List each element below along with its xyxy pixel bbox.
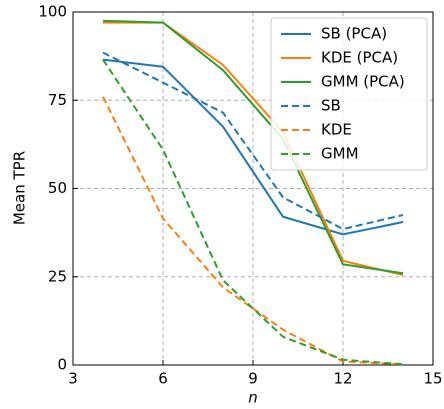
series-line (102, 59, 404, 366)
series-line (102, 58, 404, 236)
plot-frame (72, 11, 434, 366)
x-tick-label: 6 (158, 370, 168, 388)
y-tick-label: 50 (48, 179, 67, 197)
legend-label: SB (PCA) (321, 25, 387, 43)
y-tick-label: 25 (48, 267, 67, 285)
y-tick-label: 75 (48, 91, 67, 109)
x-tick-label: 12 (333, 370, 352, 388)
x-tick-label: 15 (423, 370, 442, 388)
legend-label: KDE (321, 121, 352, 139)
x-tick-label: 9 (248, 370, 258, 388)
legend-label: GMM (PCA) (321, 73, 405, 91)
series-line (102, 19, 404, 275)
series-line (102, 96, 404, 366)
x-tick-label: 3 (68, 370, 78, 388)
y-tick-label: 0 (57, 356, 67, 374)
legend-label: KDE (PCA) (321, 49, 398, 67)
legend-label: SB (321, 97, 341, 115)
legend-box (270, 17, 428, 171)
legend-label: GMM (321, 145, 359, 163)
y-axis-label: Mean TPR (11, 151, 29, 225)
x-axis-label: n (248, 389, 258, 407)
series-line (102, 51, 404, 231)
y-tick-label: 100 (38, 3, 67, 21)
